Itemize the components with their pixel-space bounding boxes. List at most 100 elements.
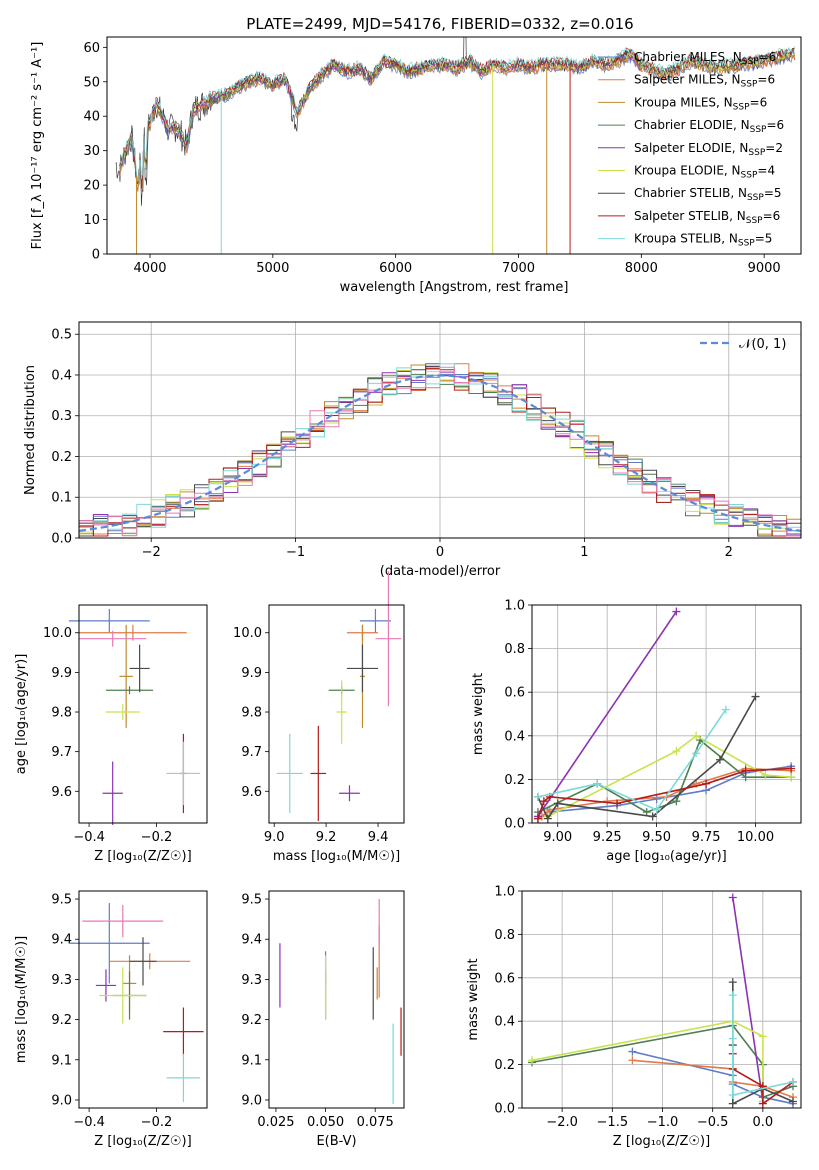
plus-marker [728,978,737,987]
mass-weight-line [537,611,678,817]
legend-label: Chabrier STELIB, NSSP=5 [634,186,782,203]
legend-value: =5 [755,232,773,246]
x-tick-label: −0.2 [141,830,173,845]
legend-label: Salpeter MILES, NSSP=6 [634,73,775,90]
x-tick-label: 1 [580,545,588,560]
y-tick-label: 9.4 [241,933,262,948]
x-tick-label: −1 [286,545,305,560]
y-tick-label: 9.5 [51,893,72,908]
x-tick-label: −0.4 [73,1115,105,1130]
plus-marker [528,1056,537,1065]
y-axis-label: Normed distribution [23,365,38,495]
error-bar-point [339,785,360,802]
mass-weight-line [531,1020,764,1102]
plot-frame [268,890,405,1109]
model-spectrum-line [118,53,642,189]
mass-weight-line [732,995,794,1096]
mass-weight-line [537,738,792,813]
legend-label: 𝒩(0, 1) [739,337,786,352]
error-bar-point [102,761,123,825]
x-tick-label: 0 [436,545,444,560]
legend-label: Salpeter ELODIE, NSSP=2 [634,141,783,158]
error-bar-point [119,624,133,728]
x-tick-label: 10.00 [737,830,774,845]
x-tick-label: 0.0 [753,1115,774,1130]
y-tick-label: 10 [83,213,100,228]
y-tick-label: 0.0 [494,1102,515,1117]
x-axis-label: mass [log₁₀(M/M☉)] [273,849,400,864]
legend-text: Kroupa ELODIE, N [634,164,741,178]
error-bar-point [68,903,150,984]
error-bar-point [166,741,201,806]
x-tick-label: 6000 [379,261,412,276]
x-tick-label: −0.4 [73,830,105,845]
age-vs-mass-panel: 9.0 9.2 9.4 9.6 9.7 9.8 9.9 10.0 mass [log₁₀(M/M… [233,571,405,864]
model-spectrum-line [118,46,796,182]
y-tick-label: 9.0 [51,1093,72,1108]
error-bar-point [68,608,150,633]
legend-text: Kroupa MILES, N [634,95,733,109]
y-tick-label: 60 [83,41,100,56]
mass-vs-extinction-panel: 0.025 0.050 0.075 9.0 9.1 9.2 9.3 9.4 9.5 E(B-V) [241,890,405,1149]
x-tick-label: 9.0 [264,830,285,845]
x-tick-label: 9.75 [692,830,721,845]
legend-label: Kroupa MILES, NSSP=6 [634,95,767,112]
plus-marker [741,766,750,775]
plot-frame [106,36,802,255]
x-tick-label: 4000 [133,261,166,276]
plus-marker [761,771,770,780]
y-tick-label: 0 [92,248,100,263]
y-tick-label: 0.8 [494,928,515,943]
plus-marker [539,797,548,806]
plus-marker [787,764,796,773]
y-tick-label: 0.8 [504,642,525,657]
x-tick-label: 9.2 [316,830,337,845]
y-tick-label: 0.1 [51,491,72,506]
error-bar-point [346,644,379,693]
y-tick-label: 0.6 [494,971,515,986]
plus-marker [603,797,612,806]
x-axis-label: (data-model)/error [380,564,501,579]
plus-marker [788,1077,797,1086]
error-bar-point [166,1053,201,1102]
plus-marker [533,792,542,801]
legend-text: Chabrier MILES, N [634,50,742,64]
y-tick-label: 9.4 [51,933,72,948]
legend-label: Kroupa STELIB, NSSP=5 [634,232,772,249]
x-tick-label: 9.50 [642,830,671,845]
x-tick-label: −1.5 [597,1115,629,1130]
y-tick-label: 9.3 [241,973,262,988]
plus-marker [672,607,681,616]
error-bar-point [359,608,392,633]
y-tick-label: 9.9 [241,666,262,681]
plus-marker [751,692,760,701]
x-tick-label: −1.0 [647,1115,679,1130]
x-axis-label: E(B-V) [316,1134,356,1149]
y-tick-label: 9.1 [241,1053,262,1068]
legend-value: =6 [763,209,781,223]
plus-marker [692,749,701,758]
error-bar-point [79,630,147,647]
y-tick-label: 0.4 [51,368,72,383]
y-tick-label: 9.6 [241,785,262,800]
legend-subscript: SSP [741,171,758,181]
legend-subscript: SSP [750,125,767,135]
plot-frame [268,604,405,824]
legend-subscript: SSP [733,102,750,112]
plus-marker [728,1090,737,1099]
weight-vs-age-panel: 9.00 9.25 9.50 9.75 10.00 0.0 0.2 0.4 0.6 0.8 1.0 a… [471,599,802,864]
y-tick-label: 20 [83,179,100,194]
y-tick-label: 10.0 [233,626,262,641]
plus-marker [613,799,622,808]
y-tick-label: 30 [83,144,100,159]
y-tick-label: 9.1 [51,1053,72,1068]
y-tick-label: 0.4 [494,1015,515,1030]
legend-subscript: SSP [746,216,763,226]
legend-label: Chabrier ELODIE, NSSP=6 [634,118,784,135]
mass-weight-line [537,696,757,821]
legend-value: =6 [766,118,784,132]
plus-marker [642,808,651,817]
plus-marker [533,814,542,823]
error-bar-point [129,937,157,986]
